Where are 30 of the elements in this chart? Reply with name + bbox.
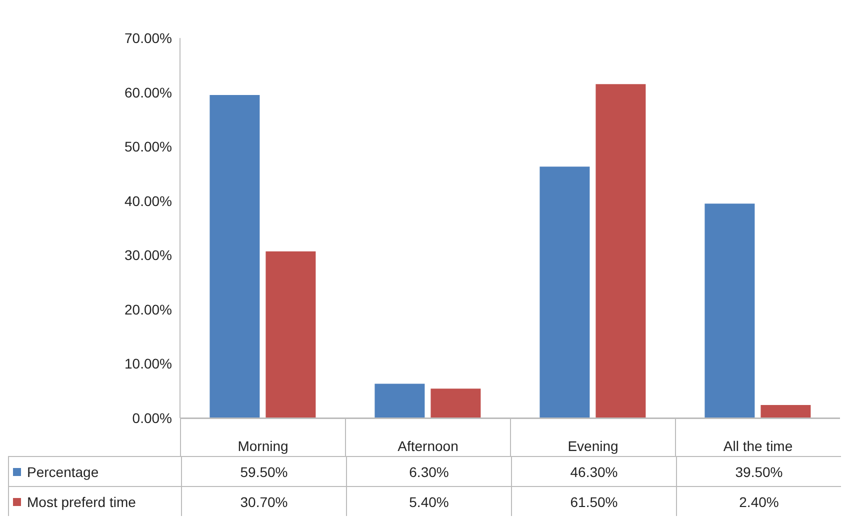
- y-tick-label: 0.00%: [132, 410, 172, 426]
- data-label: 30.70%: [181, 487, 346, 516]
- y-tick-label: 20.00%: [124, 301, 172, 318]
- x-tick-label: Afternoon: [345, 418, 510, 456]
- legend-label: Percentage: [27, 464, 99, 480]
- x-tick-label: All the time: [675, 418, 840, 456]
- bar: [540, 166, 590, 418]
- bar: [374, 384, 425, 418]
- data-label: 46.30%: [511, 457, 676, 486]
- y-tick-label: 30.00%: [124, 247, 172, 264]
- data-label: 39.50%: [676, 457, 841, 486]
- bar: [704, 204, 755, 418]
- data-label: 5.40%: [346, 487, 511, 516]
- y-tick-label: 60.00%: [124, 84, 172, 100]
- y-tick-label: 50.00%: [124, 138, 172, 155]
- data-label: 6.30%: [346, 457, 511, 486]
- x-tick-label: Evening: [510, 418, 675, 456]
- bar: [760, 404, 811, 418]
- x-tick-label: Morning: [180, 418, 345, 456]
- data-label: 2.40%: [676, 487, 841, 516]
- legend-label: Most preferd time: [27, 494, 136, 510]
- bar: [596, 84, 646, 418]
- data-label: 61.50%: [511, 487, 676, 516]
- y-tick-label: 40.00%: [124, 192, 172, 209]
- data-label: 59.50%: [181, 457, 346, 486]
- y-tick-label: 10.00%: [124, 356, 172, 372]
- y-tick-label: 70.00%: [124, 30, 172, 46]
- bar: [266, 251, 316, 418]
- bar: [210, 95, 260, 418]
- bar: [430, 388, 481, 418]
